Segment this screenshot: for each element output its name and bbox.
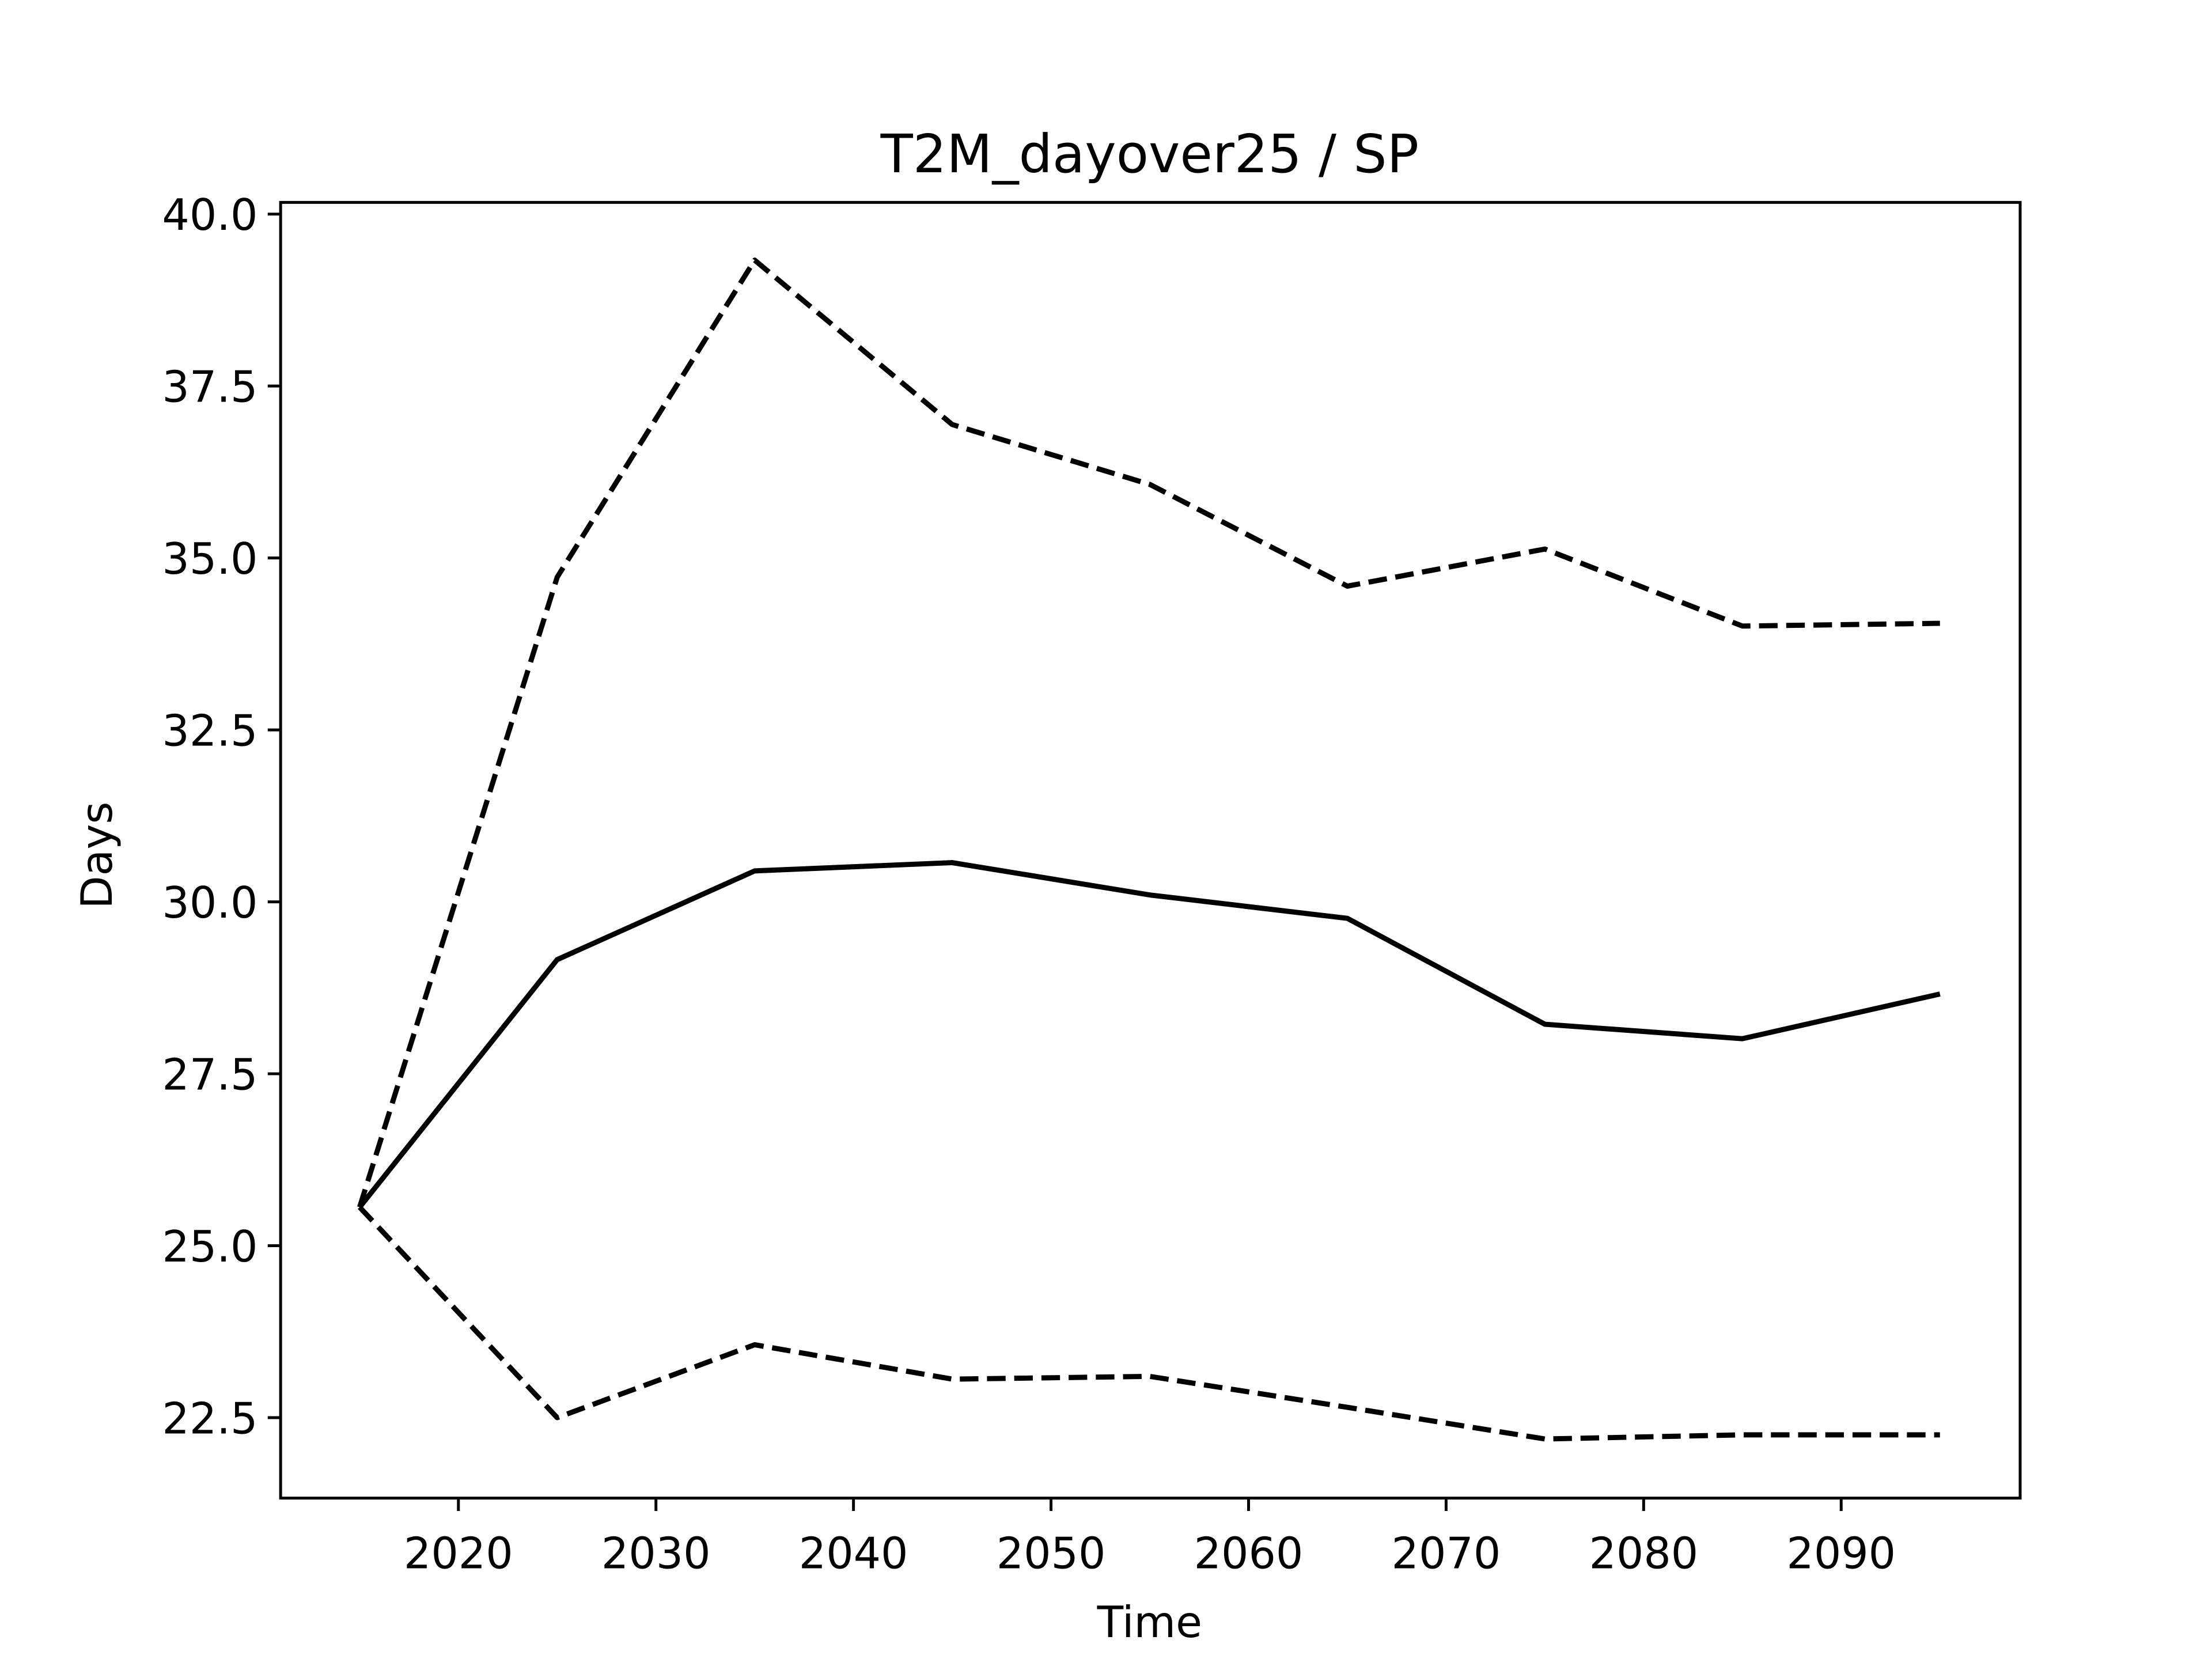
x-tick-label: 2090 xyxy=(1786,1528,1896,1578)
x-tick-label: 2030 xyxy=(601,1528,711,1578)
x-axis-label: Time xyxy=(1097,1597,1202,1647)
x-tick-label: 2020 xyxy=(404,1528,513,1578)
y-tick-label: 35.0 xyxy=(162,534,257,584)
line-series xyxy=(358,1205,1940,1442)
y-axis-label: Days xyxy=(72,802,122,909)
x-tick-label: 2060 xyxy=(1194,1528,1304,1578)
x-tick-label: 2080 xyxy=(1589,1528,1698,1578)
line-series xyxy=(357,860,1941,1209)
y-tick-label: 27.5 xyxy=(162,1050,257,1100)
chart-title: T2M_dayover25 / SP xyxy=(880,123,1419,185)
plot-frame xyxy=(279,200,2022,1500)
x-tick-label: 2070 xyxy=(1392,1528,1501,1578)
y-tick-label: 37.5 xyxy=(162,362,257,412)
x-tick-label: 2050 xyxy=(997,1528,1106,1578)
y-tick-label: 22.5 xyxy=(162,1393,257,1444)
y-tick-label: 32.5 xyxy=(162,706,257,756)
x-tick-label: 2040 xyxy=(799,1528,908,1578)
y-tick-label: 30.0 xyxy=(162,878,257,928)
y-tick-label: 40.0 xyxy=(162,190,257,240)
y-tick-label: 25.0 xyxy=(162,1222,257,1272)
line-series xyxy=(357,257,1940,1209)
